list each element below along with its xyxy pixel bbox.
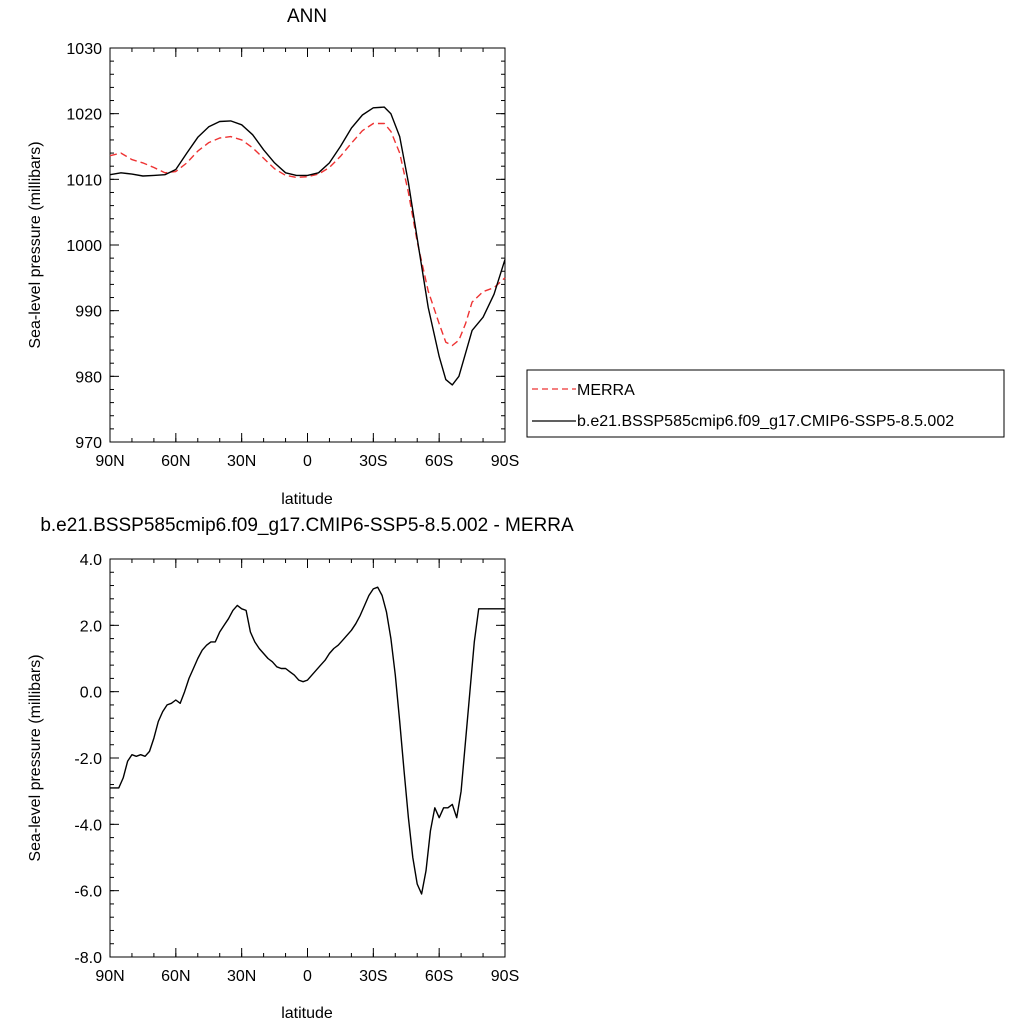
x-axis: 90N 60N 30N 0 30S 60S 90S: [95, 48, 519, 470]
x-tick-label: 60N: [161, 968, 190, 985]
x-tick-label: 30S: [359, 453, 387, 470]
y-tick-label: 1030: [66, 41, 102, 58]
x-tick-label: 60N: [161, 453, 190, 470]
legend-label-merra: MERRA: [577, 382, 635, 399]
y-tick-label: 1020: [66, 107, 102, 124]
x-tick-label: 90S: [491, 453, 519, 470]
x-tick-label: 30N: [227, 968, 256, 985]
series-line-b-e21-bssp585cmip6-f09-g17-cmip6-ssp5-8-5-002: [109, 106, 506, 386]
y-tick-label: 990: [75, 304, 102, 321]
y-axis: -8.0 -6.0 -4.0 -2.0 0.0 2.0 4.0: [74, 552, 505, 967]
y-axis: 970 980 990 1000 1010 1020 1030: [66, 41, 505, 452]
legend-box: [526, 369, 1005, 438]
y-tick-label: 4.0: [80, 552, 102, 569]
x-tick-label: 30N: [227, 453, 256, 470]
x-axis-label: latitude: [281, 491, 333, 508]
legend-label-model: b.e21.BSSP585cmip6.f09_g17.CMIP6-SSP5-8.…: [577, 413, 954, 430]
y-tick-label: 970: [75, 435, 102, 452]
y-tick-label: 980: [75, 369, 102, 386]
x-axis: 90N 60N 30N 0 30S 60S 90S: [95, 559, 519, 985]
y-tick-label: -4.0: [74, 817, 102, 834]
plot-frame: [109, 558, 506, 958]
x-tick-label: 0: [303, 453, 312, 470]
x-tick-label: 0: [303, 968, 312, 985]
series-line-difference: [110, 586, 505, 895]
difference-panel: b.e21.BSSP585cmip6.f09_g17.CMIP6-SSP5-8.…: [27, 515, 574, 1022]
y-axis-label: Sea-level pressure (millibars): [27, 141, 44, 348]
y-tick-label: 0.0: [80, 685, 102, 702]
series-lines: [109, 106, 506, 386]
x-tick-label: 90S: [491, 968, 519, 985]
y-axis-label: Sea-level pressure (millibars): [27, 654, 44, 861]
plot-frame: [109, 47, 506, 443]
x-axis-label: latitude: [281, 1005, 333, 1022]
panel-title: ANN: [287, 6, 327, 27]
x-tick-label: 90N: [95, 453, 124, 470]
y-tick-label: -6.0: [74, 884, 102, 901]
y-tick-label: 2.0: [80, 618, 102, 635]
y-tick-label: 1010: [66, 172, 102, 189]
y-tick-label: 1000: [66, 238, 102, 255]
legend: MERRA b.e21.BSSP585cmip6.f09_g17.CMIP6-S…: [526, 369, 1005, 438]
panel-title: b.e21.BSSP585cmip6.f09_g17.CMIP6-SSP5-8.…: [40, 515, 574, 536]
y-tick-label: -2.0: [74, 751, 102, 768]
series-lines: [110, 586, 505, 895]
x-tick-label: 60S: [425, 968, 453, 985]
y-tick-label: -8.0: [74, 950, 102, 967]
mean-slp-panel: ANN 970 980 990 1000 1010 1020 1030 90N 60N 30N 0…: [27, 6, 519, 508]
x-tick-label: 30S: [359, 968, 387, 985]
x-tick-label: 60S: [425, 453, 453, 470]
x-tick-label: 90N: [95, 968, 124, 985]
series-line-merra: [109, 122, 506, 347]
